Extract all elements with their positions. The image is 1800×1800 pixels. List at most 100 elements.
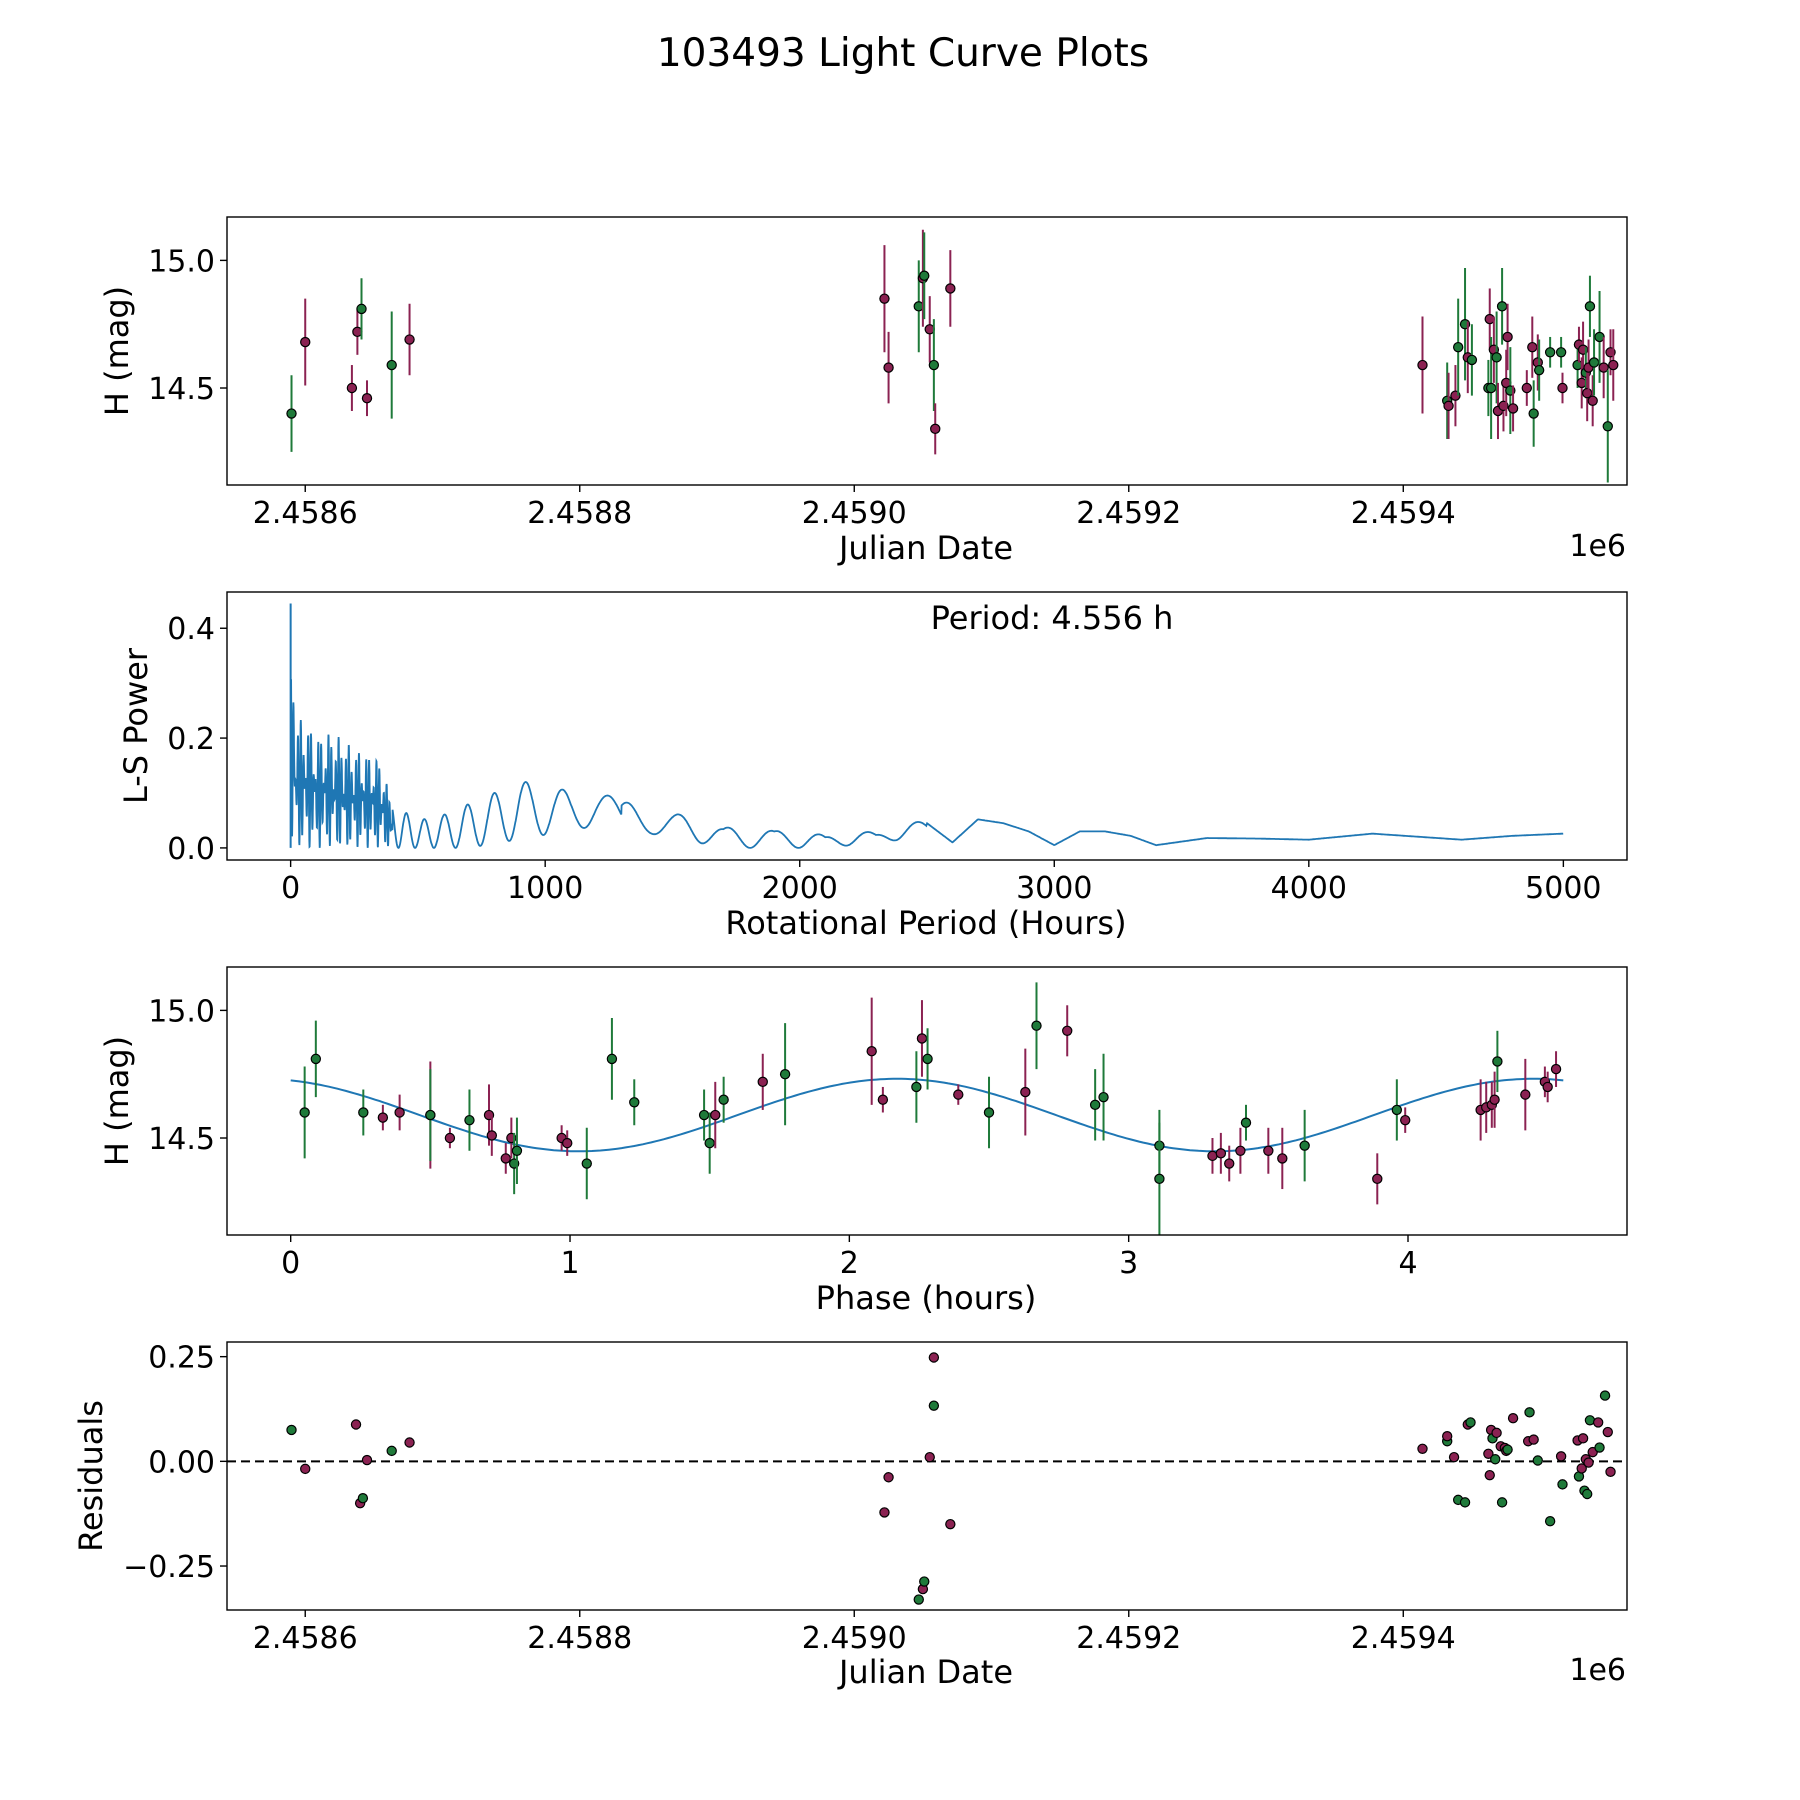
residuals-point — [1576, 1463, 1587, 1474]
residuals-point — [1507, 1413, 1519, 1424]
period-annotation: Period: 4.556 h — [931, 599, 1174, 637]
periodogram-y-axis-label: L-S Power — [117, 647, 155, 804]
residuals-y-ticks: −0.25 0.00 0.25 — [123, 1341, 227, 1585]
phase-point — [1207, 1150, 1218, 1162]
phase-point — [377, 1112, 389, 1123]
residuals-x-tick-label: 2.4588 — [527, 1621, 632, 1656]
light-curve-points — [286, 229, 1619, 483]
light-curve-x-tick-label: 2.4594 — [1351, 496, 1456, 531]
residuals-point — [1490, 1454, 1501, 1465]
phase-point — [1277, 1153, 1288, 1164]
residuals-panel: 2.4586 2.4588 2.4590 2.4592 2.4594 −0.25 0.00… — [72, 1341, 1628, 1691]
periodogram-curve — [289, 603, 1564, 849]
phase-point — [1089, 1099, 1101, 1111]
periodogram-y-tick-label: 0.0 — [167, 832, 215, 867]
phase-x-ticks: 0 1 2 3 4 — [281, 1235, 1418, 1281]
periodogram-x-tick-label: 2000 — [762, 871, 838, 906]
figure-title: 103493 Light Curve Plots — [657, 31, 1149, 76]
phase-point — [779, 1068, 791, 1080]
phase-model-line — [290, 1077, 1564, 1153]
residuals-point — [1441, 1431, 1453, 1442]
light-curve-point — [1555, 347, 1567, 358]
periodogram-x-axis-label: Rotational Period (Hours) — [725, 904, 1126, 942]
light-curve-y-tick-label: 14.5 — [148, 372, 215, 407]
phase-point — [511, 1145, 523, 1156]
phase-point — [916, 1033, 928, 1044]
periodogram-line — [290, 679, 1564, 849]
residuals-point — [1583, 1457, 1594, 1468]
phase-point — [486, 1130, 498, 1141]
phase-x-tick-label: 3 — [1119, 1246, 1138, 1281]
light-curve-y-ticks: 14.5 15.0 — [148, 244, 227, 407]
phase-point — [1020, 1086, 1031, 1098]
phase-point — [1240, 1117, 1252, 1128]
phase-point — [983, 1107, 995, 1118]
light-curve-point — [1528, 408, 1539, 419]
light-curve-point — [361, 393, 373, 404]
phase-point — [1098, 1091, 1109, 1103]
light-curve-point — [1557, 382, 1568, 394]
residuals-point — [1599, 1390, 1611, 1401]
light-curve-point — [1602, 421, 1613, 432]
light-curve-point — [300, 336, 311, 348]
phase-point — [757, 1076, 768, 1088]
light-curve-point — [1587, 395, 1598, 406]
phase-point — [1550, 1063, 1562, 1075]
residuals-point — [924, 1451, 935, 1463]
phase-y-ticks: 14.5 15.0 — [148, 994, 227, 1157]
phase-point — [1031, 1020, 1042, 1031]
phase-point — [500, 1153, 511, 1164]
residuals-frame — [226, 1341, 1628, 1611]
residuals-point — [361, 1454, 373, 1466]
residuals-offset-label: 1e6 — [1569, 1653, 1626, 1688]
periodogram-panel: 0 1000 2000 3000 4000 5000 0.0 0.2 0.4 Period: … — [117, 591, 1628, 942]
residuals-point — [1605, 1466, 1616, 1478]
residuals-point — [1592, 1417, 1604, 1428]
light-curve-point — [1544, 347, 1556, 358]
residuals-point — [1496, 1497, 1508, 1508]
periodogram-x-ticks: 0 1000 2000 3000 4000 5000 — [281, 860, 1602, 906]
phase-x-tick-label: 2 — [840, 1246, 859, 1281]
light-curve-point — [1485, 382, 1497, 394]
residuals-x-tick-label: 2.4594 — [1351, 1621, 1456, 1656]
residuals-y-tick-label: 0.00 — [148, 1445, 215, 1480]
periodogram-x-tick-label: 3000 — [1016, 871, 1092, 906]
phase-points — [299, 982, 1562, 1235]
residuals-y-axis-label: Residuals — [72, 1400, 110, 1552]
light-curve-point — [346, 382, 358, 394]
residuals-x-ticks: 2.4586 2.4588 2.4590 2.4592 2.4594 — [253, 1610, 1456, 1656]
light-curve-x-ticks: 2.4586 2.4588 2.4590 2.4592 2.4594 — [253, 485, 1456, 531]
phase-y-tick-label: 15.0 — [148, 994, 215, 1029]
light-curve-point — [1527, 341, 1538, 353]
light-curve-x-tick-label: 2.4586 — [253, 496, 358, 531]
phase-point — [911, 1081, 922, 1093]
phase-point — [1489, 1094, 1500, 1105]
light-curve-offset-label: 1e6 — [1569, 529, 1626, 564]
light-curve-point — [1443, 400, 1454, 412]
light-curve-y-axis-label: H (mag) — [98, 286, 136, 416]
phase-point — [1492, 1056, 1503, 1067]
residuals-point — [879, 1507, 890, 1518]
residuals-point — [928, 1352, 940, 1363]
light-curve-point — [883, 362, 894, 373]
phase-point — [394, 1107, 405, 1118]
phase-point — [1154, 1173, 1165, 1185]
light-curve-point — [356, 303, 367, 315]
residuals-point — [1581, 1488, 1593, 1500]
phase-frame — [226, 966, 1628, 1236]
periodogram-y-tick-label: 0.4 — [167, 612, 215, 647]
phase-point — [953, 1089, 964, 1100]
phase-y-axis-label: H (mag) — [98, 1036, 136, 1166]
light-curve-point — [1507, 403, 1519, 414]
light-curve-point — [1496, 301, 1508, 312]
residuals-point — [1459, 1497, 1471, 1508]
phase-point — [358, 1107, 369, 1118]
phase-point — [1400, 1114, 1411, 1126]
periodogram-frame — [226, 591, 1628, 861]
phase-panel: 0 1 2 3 4 14.5 15.0 Phase (hours) H (mag) — [98, 966, 1628, 1317]
light-curve-point — [1466, 354, 1478, 366]
phase-point — [1520, 1089, 1531, 1100]
phase-point — [1235, 1145, 1246, 1156]
periodogram-x-tick-label: 4000 — [1271, 871, 1347, 906]
